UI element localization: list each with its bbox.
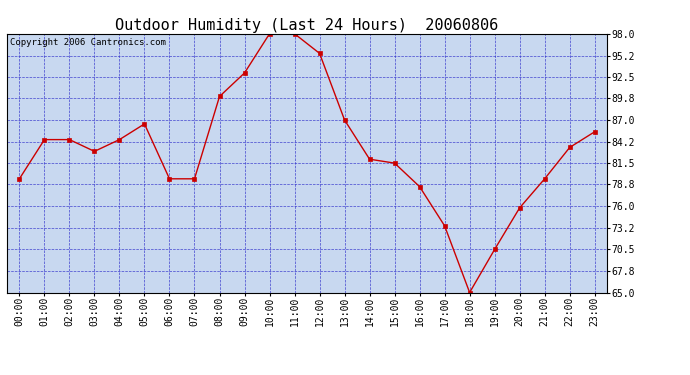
Text: Copyright 2006 Cantronics.com: Copyright 2006 Cantronics.com (10, 38, 166, 46)
Title: Outdoor Humidity (Last 24 Hours)  20060806: Outdoor Humidity (Last 24 Hours) 2006080… (115, 18, 499, 33)
